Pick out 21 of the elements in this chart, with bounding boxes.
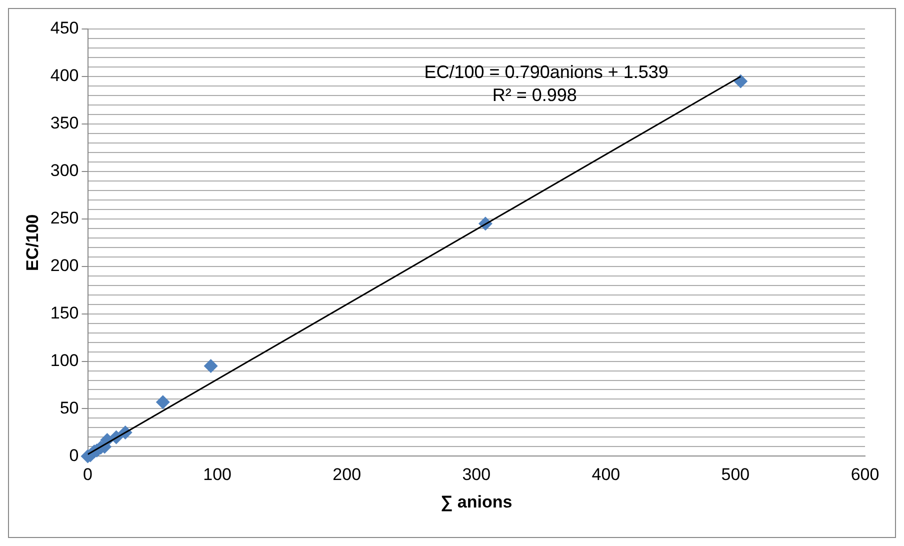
x-tick-label: 500 bbox=[721, 465, 750, 484]
x-tick-label: 100 bbox=[203, 465, 232, 484]
y-tick-label: 250 bbox=[50, 208, 79, 228]
y-tick-label: 0 bbox=[69, 446, 79, 465]
y-tick-label: 200 bbox=[50, 256, 79, 276]
x-tick-label: 0 bbox=[83, 465, 92, 484]
y-tick-label: 100 bbox=[50, 350, 79, 370]
x-tick-label: 600 bbox=[850, 465, 880, 484]
y-tick-label: 450 bbox=[50, 18, 79, 38]
y-axis-title: EC/100 bbox=[22, 214, 42, 271]
y-tick-label: 350 bbox=[50, 114, 79, 133]
x-tick-label: 300 bbox=[462, 465, 491, 484]
annotation: EC/100 = 0.790anions + 1.539 bbox=[424, 62, 668, 82]
y-tick-label: 50 bbox=[60, 398, 79, 418]
x-tick-label: 400 bbox=[592, 465, 620, 484]
annotation: R² = 0.998 bbox=[492, 84, 577, 105]
y-tick-label: 400 bbox=[50, 66, 79, 86]
y-tick-label: 150 bbox=[50, 303, 79, 322]
x-tick-label: 200 bbox=[332, 465, 362, 484]
y-tick-label: 300 bbox=[50, 161, 79, 180]
x-axis-title: ∑ anions bbox=[440, 492, 512, 512]
